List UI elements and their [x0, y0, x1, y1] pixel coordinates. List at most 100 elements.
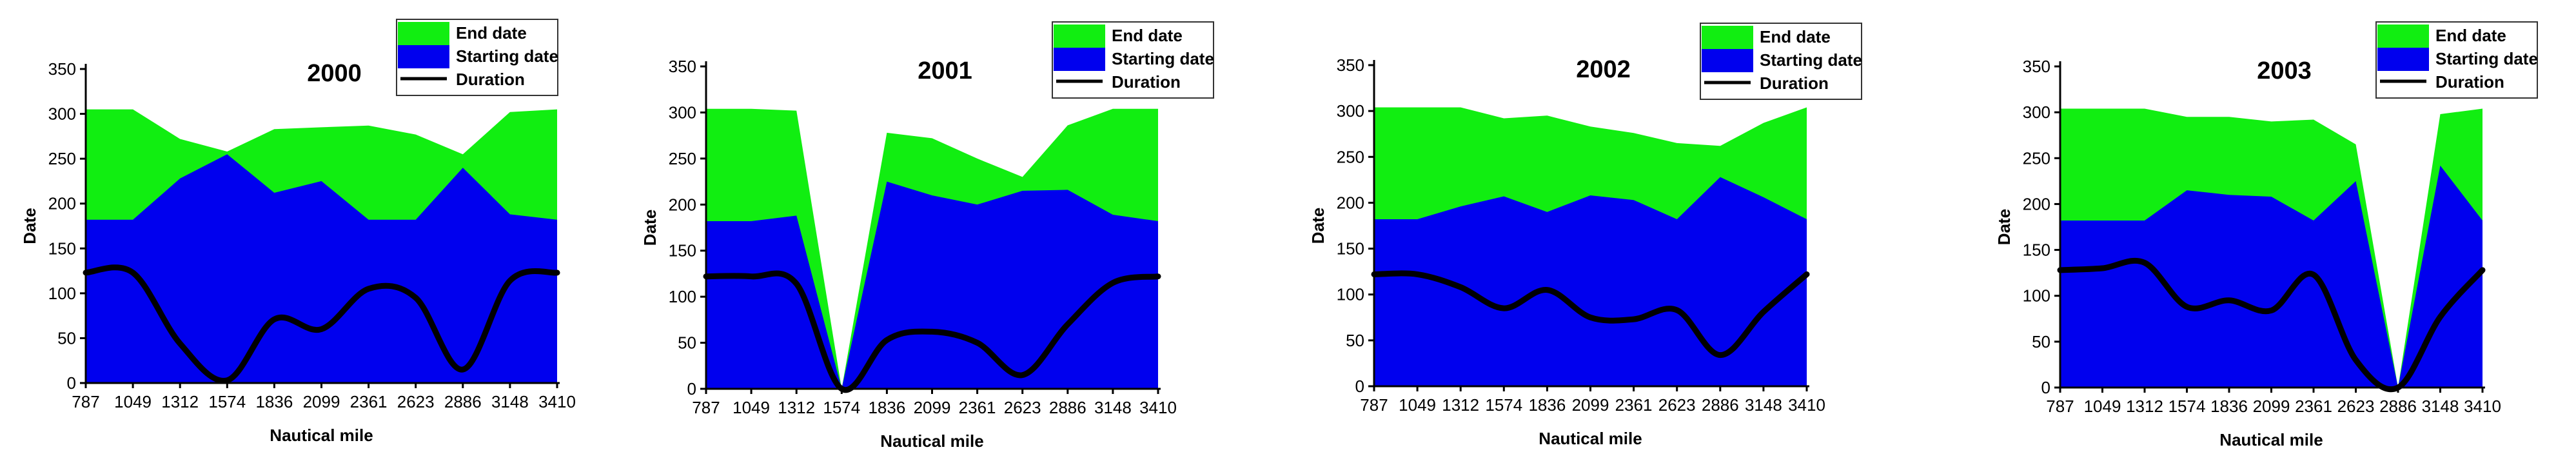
legend-swatch-end-date: [398, 22, 449, 45]
x-axis-label: Nautical mile: [880, 431, 983, 451]
chart-panel-2003: 0 50 100 150 200 250 300 350 787 1049 1312 1574 1836…: [1994, 21, 2538, 449]
y-tick-label: 200: [48, 194, 76, 213]
x-tick-label: 2361: [350, 392, 388, 411]
x-tick-label: 1049: [114, 392, 152, 411]
x-tick-label: 2099: [303, 392, 340, 411]
x-axis-label: Nautical mile: [270, 426, 373, 445]
duration-line: [1371, 270, 1810, 359]
y-tick-label: 300: [669, 103, 696, 122]
legend-swatch-end-date: [2377, 25, 2429, 48]
x-tick-label: 2886: [444, 392, 482, 411]
x-tick-label: 3410: [538, 392, 576, 411]
x-tick-label: 3148: [1094, 398, 1132, 417]
x-tick-label: 3148: [2422, 397, 2459, 416]
x-tick-label: 787: [692, 398, 720, 417]
legend-label: Starting date: [1112, 49, 1214, 68]
y-tick-label: 100: [48, 284, 76, 303]
x-tick-label: 2099: [914, 398, 951, 417]
x-tick-label: 1312: [778, 398, 815, 417]
y-tick-label: 50: [2032, 332, 2050, 351]
x-tick-label: 2623: [2337, 397, 2375, 416]
y-tick-label: 300: [48, 104, 76, 124]
x-tick-label: 1836: [868, 398, 905, 417]
chart-panel-2001: 0 50 100 150 200 250 300 350 787 1049 1312 1574 1836…: [640, 21, 1214, 451]
x-tick-label: 1312: [2126, 397, 2163, 416]
x-tick-label: 1836: [1528, 395, 1566, 415]
legend-label: Starting date: [2435, 49, 2538, 68]
legend-label: Duration: [1760, 74, 1829, 93]
x-tick-label: 2361: [959, 398, 996, 417]
y-tick-label: 150: [669, 241, 696, 261]
legend: End date Starting date Duration: [396, 19, 558, 96]
chart-title: 2003: [2257, 57, 2312, 84]
legend-label: End date: [456, 23, 527, 43]
y-tick-label: 50: [1346, 331, 1364, 350]
x-tick-label: 2623: [397, 392, 435, 411]
y-tick-label: 250: [1337, 147, 1364, 166]
y-tick-label: 100: [669, 287, 696, 306]
y-tick-label: 100: [1337, 285, 1364, 304]
x-tick-label: 1836: [255, 392, 293, 411]
y-tick-label: 150: [2023, 241, 2050, 260]
legend-swatch-end-date: [1054, 25, 1105, 48]
legend-swatch-starting-date: [1702, 49, 1753, 72]
x-tick-label: 1574: [208, 392, 246, 411]
x-tick-label: 1049: [2084, 397, 2121, 416]
x-tick-label: 787: [2046, 397, 2074, 416]
x-tick-label: 1574: [1485, 395, 1522, 415]
y-tick-label: 250: [48, 149, 76, 168]
y-tick-label: 200: [2023, 194, 2050, 213]
y-tick-label: 350: [1337, 55, 1364, 75]
x-tick-label: 2623: [1658, 395, 1696, 415]
duration-line: [703, 270, 1161, 393]
legend: End date Starting date Duration: [2375, 21, 2538, 99]
y-tick-label: 0: [2041, 378, 2050, 397]
y-tick-label: 0: [67, 373, 76, 393]
x-tick-label: 1574: [823, 398, 860, 417]
legend-label: Duration: [1112, 72, 1181, 92]
legend-label: Starting date: [1760, 50, 1862, 70]
x-tick-label: 1049: [732, 398, 770, 417]
x-tick-label: 3410: [1139, 398, 1177, 417]
legend-label: Duration: [2435, 72, 2504, 92]
y-tick-label: 0: [687, 379, 696, 398]
y-tick-label: 150: [1337, 239, 1364, 259]
x-tick-label: 2886: [2379, 397, 2417, 416]
chart-panel-2000: 0 50 100 150 200 250 300 350 787 1049 1312 1574 1836…: [20, 19, 576, 445]
y-tick-label: 0: [1355, 377, 1364, 396]
chart-panel-2002: 0 50 100 150 200 250 300 350 787 1049 1312 1574 1836…: [1308, 23, 1862, 448]
x-tick-label: 1836: [2210, 397, 2248, 416]
y-tick-label: 300: [2023, 103, 2050, 122]
legend: End date Starting date Duration: [1700, 23, 1862, 100]
y-tick-label: 50: [678, 333, 696, 353]
x-tick-label: 3410: [2464, 397, 2501, 416]
x-tick-label: 1049: [1399, 395, 1436, 415]
legend-swatch-starting-date: [1054, 48, 1105, 71]
y-tick-label: 200: [669, 195, 696, 214]
y-axis-label: Date: [1308, 208, 1328, 244]
chart-title: 2000: [307, 60, 362, 87]
starting-date-area: [2060, 165, 2483, 388]
legend-swatch-starting-date: [398, 45, 449, 68]
x-tick-label: 1312: [1442, 395, 1479, 415]
x-tick-label: 1312: [161, 392, 199, 411]
y-axis-label: Date: [1994, 209, 2014, 245]
x-tick-label: 2886: [1049, 398, 1086, 417]
y-tick-label: 50: [57, 328, 76, 348]
legend: End date Starting date Duration: [1052, 21, 1214, 99]
x-tick-label: 2099: [1572, 395, 1609, 415]
y-axis-label: Date: [20, 208, 39, 244]
y-tick-label: 200: [1337, 193, 1364, 212]
x-tick-label: 1574: [2168, 397, 2206, 416]
legend-swatch-end-date: [1702, 26, 1753, 49]
y-tick-label: 350: [669, 57, 696, 76]
x-tick-label: 2361: [1615, 395, 1653, 415]
y-tick-label: 100: [2023, 286, 2050, 306]
y-tick-label: 350: [48, 59, 76, 79]
x-tick-label: 2361: [2295, 397, 2332, 416]
duration-line: [83, 264, 560, 384]
x-tick-label: 787: [72, 392, 99, 411]
y-tick-label: 250: [669, 149, 696, 168]
legend-label: Duration: [456, 70, 525, 89]
